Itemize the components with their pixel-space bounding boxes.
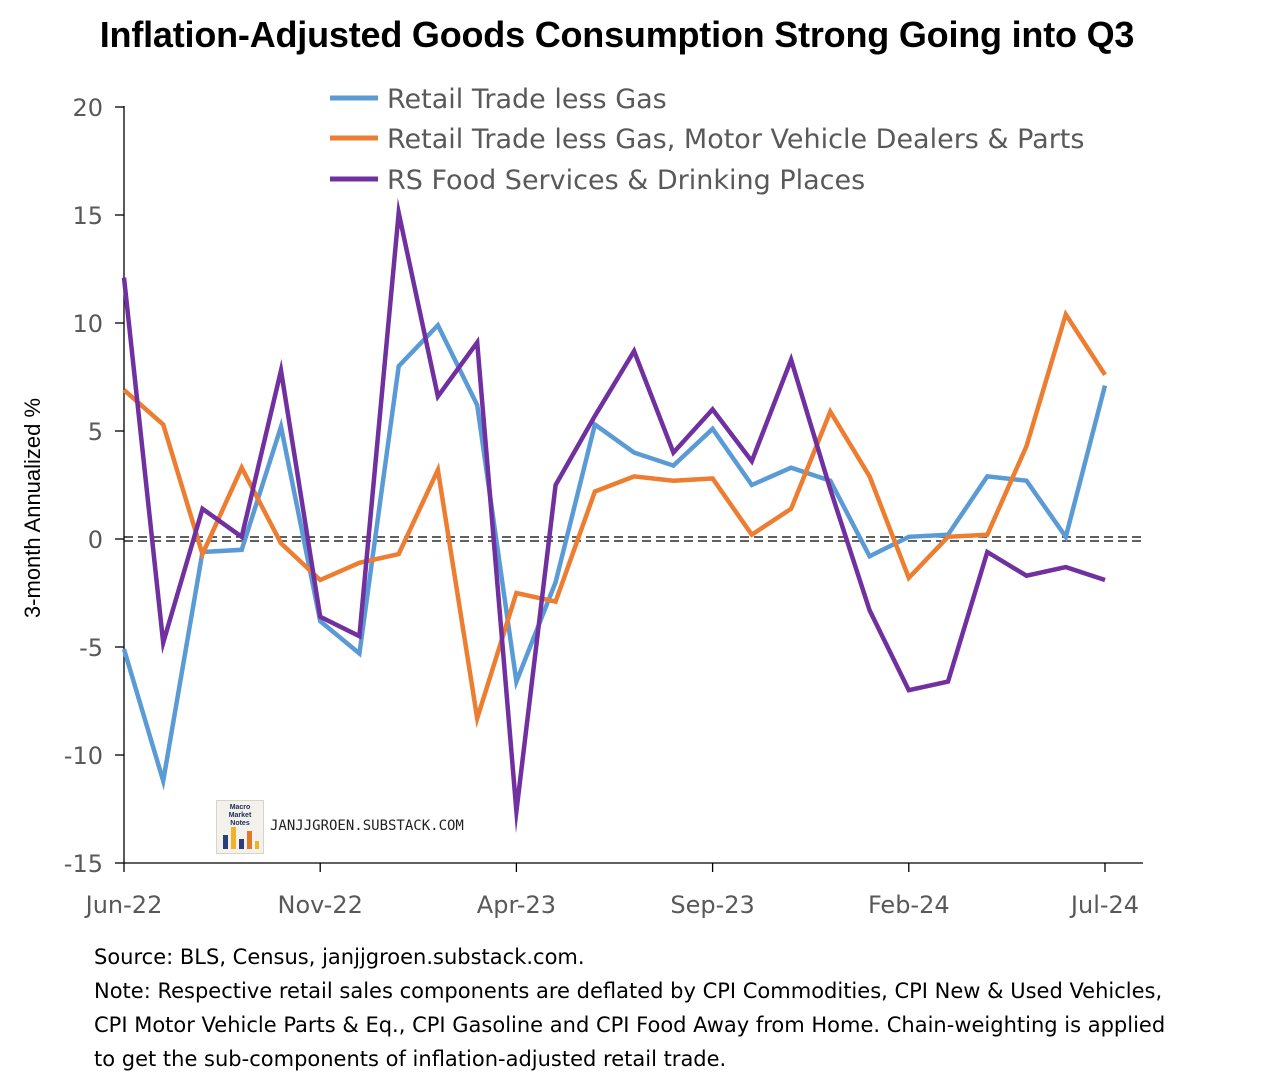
y-tick-label: 0 <box>88 526 103 554</box>
chart-title: Inflation-Adjusted Goods Consumption Str… <box>99 14 1135 55</box>
y-axis-label: 3-month Annualized % <box>20 398 45 618</box>
x-tick-label: Jul-24 <box>1069 891 1139 919</box>
source-notes: Source: BLS, Census, janjjgroen.substack… <box>94 940 1264 1076</box>
macro-market-notes-logo: Macro Market Notes <box>216 800 264 854</box>
source-line: Source: BLS, Census, janjjgroen.substack… <box>94 945 585 969</box>
x-tick-label: Apr-23 <box>477 891 556 919</box>
legend-label-1: Retail Trade less Gas, Motor Vehicle Dea… <box>387 124 1084 155</box>
legend-label-2: RS Food Services & Drinking Places <box>387 165 865 196</box>
y-tick-label: 5 <box>88 418 103 446</box>
zero-line <box>124 536 1143 542</box>
axes: 20 15 10 5 0 -5 -10 -15 Jun-22 Nov-22 Apr-23 Sep-23… <box>64 94 1143 919</box>
y-tick-label: -10 <box>64 742 103 770</box>
series-line-1 <box>122 309 1107 729</box>
line-chart: 20 15 10 5 0 -5 -10 -15 Jun-22 Nov-22 Apr-23 Sep-23… <box>20 84 1143 919</box>
y-tick-label: -15 <box>64 850 103 878</box>
legend: Retail Trade less Gas Retail Trade less G… <box>330 84 1084 196</box>
note-line-3: to get the sub-components of inflation-a… <box>94 1047 727 1071</box>
note-line-2: CPI Motor Vehicle Parts & Eq., CPI Gasol… <box>94 1013 1166 1037</box>
y-tick-label: 10 <box>72 310 103 338</box>
logo-text: Macro Market Notes <box>228 804 252 827</box>
x-tick-label: Feb-24 <box>868 891 950 919</box>
legend-label-0: Retail Trade less Gas <box>387 84 667 115</box>
series-group <box>121 197 1108 834</box>
note-line-1: Note: Respective retail sales components… <box>94 979 1163 1003</box>
x-tick-label: Nov-22 <box>277 891 362 919</box>
series-line-0 <box>121 321 1108 791</box>
x-tick-label: Jun-22 <box>84 891 163 919</box>
y-tick-label: 20 <box>72 94 103 122</box>
y-tick-label: -5 <box>79 634 103 662</box>
watermark-site: JANJJGROEN.SUBSTACK.COM <box>270 818 464 834</box>
x-tick-label: Sep-23 <box>670 891 754 919</box>
series-line-2 <box>121 197 1106 834</box>
y-tick-label: 15 <box>72 202 103 230</box>
